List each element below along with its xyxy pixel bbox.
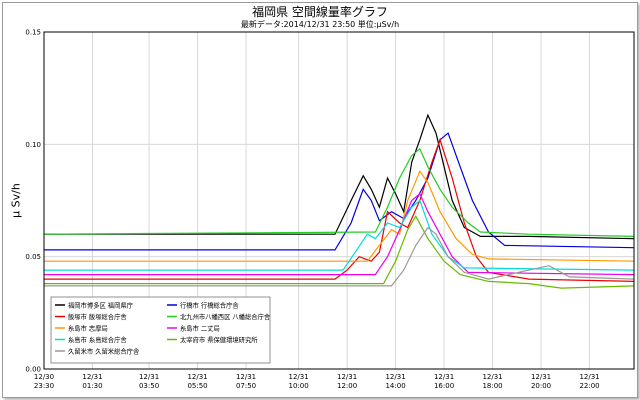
legend-label: 糸島市 志摩局 [68, 323, 108, 332]
series-line-4 [44, 170, 635, 262]
x-tick-time: 16:00 [434, 382, 454, 390]
x-tick-time: 20:00 [531, 382, 551, 390]
x-tick-date: 12/31 [82, 373, 102, 381]
plot-area [43, 31, 635, 370]
y-axis-ticks: 0.15 0.10 0.05 0.00 [25, 29, 41, 374]
x-tick-date: 12/31 [434, 373, 454, 381]
series-line-2 [44, 137, 635, 282]
y-tick-label: 0.15 [25, 29, 41, 37]
x-tick-date: 12/31 [187, 373, 207, 381]
legend-label: 糸島市 二丈局 [180, 323, 220, 332]
y-tick-label: 0.10 [25, 141, 41, 149]
x-tick-time: 22:00 [579, 382, 599, 390]
legend-label: 久留米市 久留米総合庁舎 [68, 346, 140, 355]
legend-label: 糸島市 糸島総合庁舎 [68, 335, 127, 344]
x-tick-date: 12/31 [579, 373, 599, 381]
x-tick-time: 23:30 [34, 382, 54, 390]
x-tick-date: 12/31 [337, 373, 357, 381]
x-tick-date: 12/31 [482, 373, 502, 381]
legend-label: 北九州市八幡西区 八幡総合庁舎 [180, 312, 271, 321]
legend-label: 太宰府市 県保健環境研究所 [180, 335, 258, 344]
x-tick-date: 12/31 [139, 373, 159, 381]
chart-subtitle: 最新データ:2014/12/31 23:50 単位:μSv/h [240, 20, 400, 29]
legend-label: 行橋市 行橋総合庁舎 [180, 300, 239, 309]
series-line-7 [44, 214, 635, 289]
x-tick-date: 12/31 [288, 373, 308, 381]
series-line-1 [44, 132, 635, 251]
x-axis-ticks: 12/3023:3012/3101:3012/3103:5012/3105:50… [34, 373, 600, 390]
x-tick-time: 07:50 [236, 382, 256, 390]
x-tick-date: 12/31 [236, 373, 256, 381]
series-line-5 [44, 192, 635, 276]
legend-box [50, 296, 271, 364]
x-tick-time: 12:00 [337, 382, 357, 390]
legend-label: 福岡市博多区 福岡県庁 [68, 300, 133, 309]
chart-title: 福岡県 空間線量率グラフ [252, 5, 388, 19]
x-tick-time: 14:00 [385, 382, 405, 390]
x-tick-time: 18:00 [482, 382, 502, 390]
series-line-3 [43, 147, 635, 237]
x-tick-date: 12/31 [531, 373, 551, 381]
y-tick-label: 0.05 [25, 253, 41, 261]
x-tick-date: 12/31 [385, 373, 405, 381]
x-tick-time: 01:30 [82, 382, 102, 390]
legend-label: 飯塚市 飯塚総合庁舎 [68, 312, 127, 321]
series-line-0 [44, 113, 635, 240]
series-line-8 [44, 226, 635, 287]
x-tick-time: 03:50 [139, 382, 159, 390]
series-lines [43, 113, 635, 289]
x-tick-time: 10:00 [288, 382, 308, 390]
x-tick-date: 12/30 [34, 373, 54, 381]
x-tick-time: 05:50 [187, 382, 207, 390]
y-tick-label: 0.00 [25, 366, 41, 374]
